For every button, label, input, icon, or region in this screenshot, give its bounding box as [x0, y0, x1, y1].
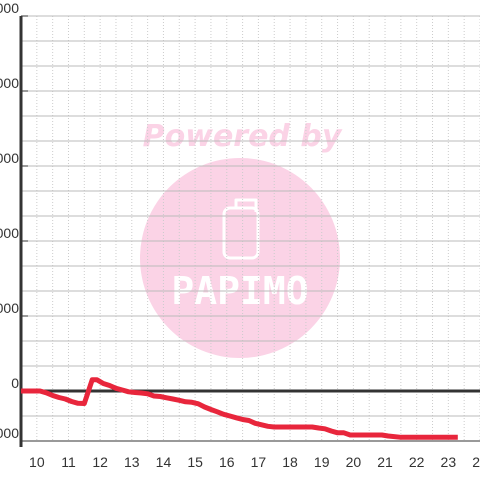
x-tick-label: 20	[346, 454, 362, 470]
x-tick-label: 14	[156, 454, 172, 470]
y-tick-label: 30,000	[0, 300, 19, 316]
y-tick-label: 150,000	[0, 0, 19, 16]
tick-labels: 150,000 120,000 90,000 60,000 30,000 0 -20,000…	[0, 0, 480, 470]
x-tick-label: 19	[314, 454, 330, 470]
y-tick-label: 60,000	[0, 225, 19, 241]
x-tick-label: 23	[441, 454, 457, 470]
y-tick-label: 90,000	[0, 150, 19, 166]
papimo-watermark: Powered by PAPIMO	[140, 119, 343, 358]
x-tick-label: 16	[219, 454, 235, 470]
y-tick-label: 120,000	[0, 75, 19, 91]
axes	[19, 15, 480, 447]
x-tick-label: 21	[377, 454, 393, 470]
x-tick-label: 12	[92, 454, 108, 470]
grid	[21, 15, 480, 441]
y-tick-label: -20,000	[0, 425, 19, 441]
x-tick-label: 10	[29, 454, 45, 470]
x-tick-label: 22	[409, 454, 425, 470]
phone-icon	[222, 198, 260, 260]
series-line	[21, 377, 458, 440]
x-tick-label: 11	[61, 454, 76, 470]
x-tick-label: 13	[124, 454, 140, 470]
x-tick-label: 17	[251, 454, 267, 470]
x-tick-label: 24	[472, 454, 480, 470]
y-tick-label: 0	[11, 375, 19, 391]
x-tick-label: 15	[187, 454, 203, 470]
x-tick-label: 18	[282, 454, 298, 470]
series-layer	[21, 377, 458, 440]
